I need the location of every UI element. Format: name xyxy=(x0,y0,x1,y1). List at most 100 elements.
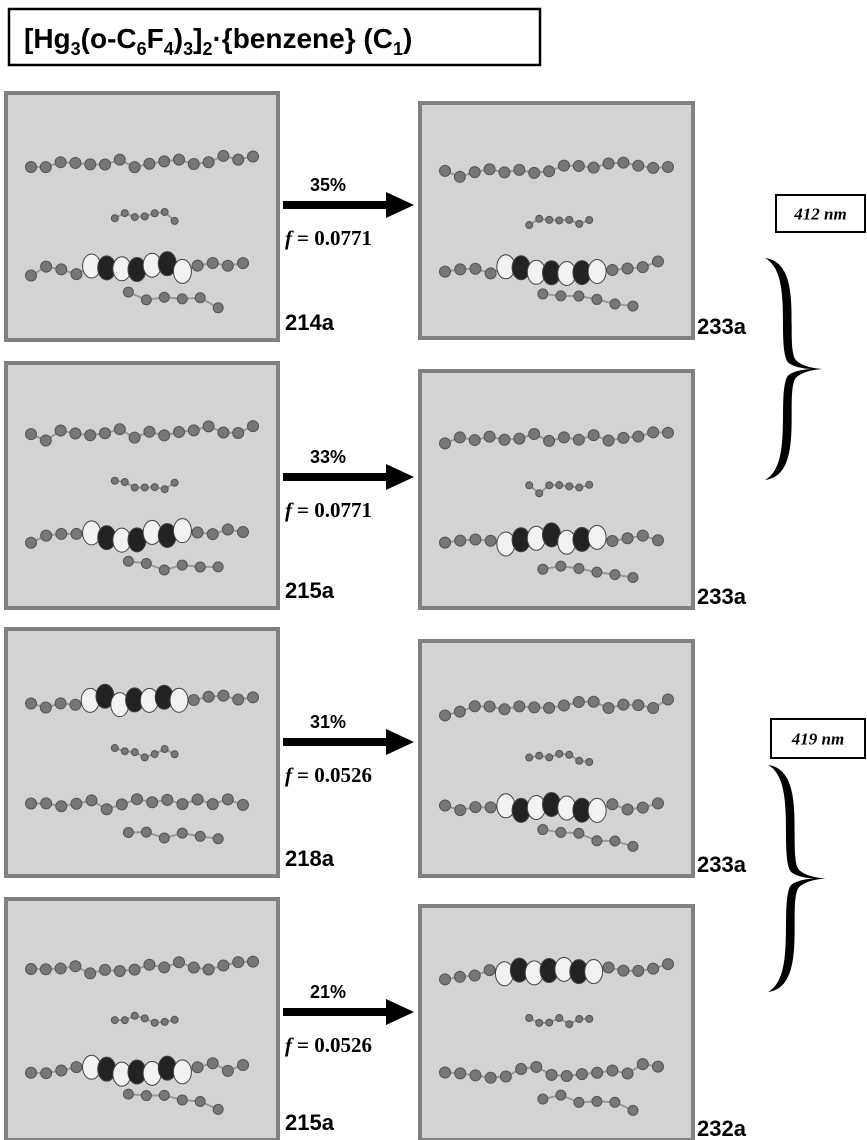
atom xyxy=(40,435,51,446)
atom xyxy=(40,162,51,173)
atom xyxy=(653,1061,664,1072)
atom xyxy=(610,1097,620,1107)
arrow-shaft xyxy=(283,1008,388,1016)
atom xyxy=(470,263,481,274)
atom xyxy=(531,1061,542,1072)
atom xyxy=(188,159,199,170)
atom xyxy=(207,799,218,810)
atom xyxy=(207,258,218,269)
atom xyxy=(100,964,111,975)
atom xyxy=(618,432,629,443)
atom xyxy=(100,428,111,439)
arrow-head xyxy=(386,999,414,1025)
atom xyxy=(648,427,659,438)
atom xyxy=(222,260,233,271)
atom xyxy=(85,159,96,170)
atom xyxy=(41,798,52,809)
atom xyxy=(556,482,563,489)
atom xyxy=(628,841,638,851)
atom xyxy=(538,289,548,299)
atom xyxy=(469,970,480,981)
atom xyxy=(171,479,178,486)
atom xyxy=(213,303,223,313)
atom xyxy=(131,484,138,491)
curly-brace xyxy=(768,765,828,992)
contribution: 33% xyxy=(310,447,346,467)
orbital-lobe xyxy=(173,1060,191,1084)
atom xyxy=(469,435,480,446)
atom xyxy=(26,698,37,709)
atom xyxy=(484,431,495,442)
atom xyxy=(469,167,480,178)
atom xyxy=(26,270,37,281)
atom xyxy=(663,161,674,172)
atom xyxy=(633,431,644,442)
atom xyxy=(55,963,66,974)
atom xyxy=(26,162,37,173)
atom xyxy=(499,167,510,178)
atom xyxy=(207,529,218,540)
atom xyxy=(41,530,52,541)
title-part: [Hg xyxy=(24,23,71,54)
atom xyxy=(188,962,199,973)
atom xyxy=(141,1015,148,1022)
atom xyxy=(440,537,451,548)
atom xyxy=(592,294,602,304)
atom xyxy=(192,794,203,805)
atom xyxy=(586,1015,593,1022)
atom xyxy=(586,217,593,224)
atom xyxy=(213,1104,223,1114)
atom xyxy=(123,1089,133,1099)
atom xyxy=(159,156,170,167)
atom xyxy=(114,424,125,435)
atom xyxy=(121,748,128,755)
title-part: ) xyxy=(403,23,412,54)
atom xyxy=(71,528,82,539)
orbital-lobe xyxy=(588,260,606,284)
atom xyxy=(544,702,555,713)
atom xyxy=(174,427,185,438)
atom xyxy=(440,438,451,449)
atom xyxy=(85,968,96,979)
orbital-panel xyxy=(420,641,693,876)
atom xyxy=(171,751,178,758)
atom xyxy=(151,210,158,217)
atom xyxy=(26,429,37,440)
atom xyxy=(499,704,510,715)
atom xyxy=(536,752,543,759)
atom xyxy=(213,834,223,844)
title-subscript: 1 xyxy=(393,39,403,59)
atom xyxy=(576,757,583,764)
wavelength-label: 412 nm xyxy=(793,205,846,224)
oscillator-strength: f= 0.0771 xyxy=(285,226,372,250)
orbital-lobe xyxy=(588,798,606,822)
atom xyxy=(70,428,81,439)
atom xyxy=(195,293,205,303)
orbital-label: 233a xyxy=(697,584,747,609)
atom xyxy=(41,1068,52,1079)
atom xyxy=(653,535,664,546)
atom xyxy=(101,804,112,815)
figure: [Hg3(o-C6F4)3]2·{benzene} (C1) 214a233a3… xyxy=(0,0,867,1140)
atom xyxy=(213,562,223,572)
atom xyxy=(663,427,674,438)
title-subscript: 4 xyxy=(164,39,174,59)
atom xyxy=(159,565,169,575)
atom xyxy=(177,828,187,838)
atom xyxy=(195,1096,205,1106)
atom xyxy=(55,698,66,709)
atom xyxy=(514,701,525,712)
atom xyxy=(248,421,259,432)
atom xyxy=(544,166,555,177)
f-value: = 0.0771 xyxy=(297,226,372,250)
atom xyxy=(233,957,244,968)
title-subscript: 2 xyxy=(202,39,212,59)
atom xyxy=(26,798,37,809)
atom xyxy=(203,691,214,702)
atom xyxy=(26,964,37,975)
atom xyxy=(544,435,555,446)
atom xyxy=(592,1096,602,1106)
atom xyxy=(556,750,563,757)
arrow-head xyxy=(386,192,414,218)
arrow-shaft xyxy=(283,201,388,209)
